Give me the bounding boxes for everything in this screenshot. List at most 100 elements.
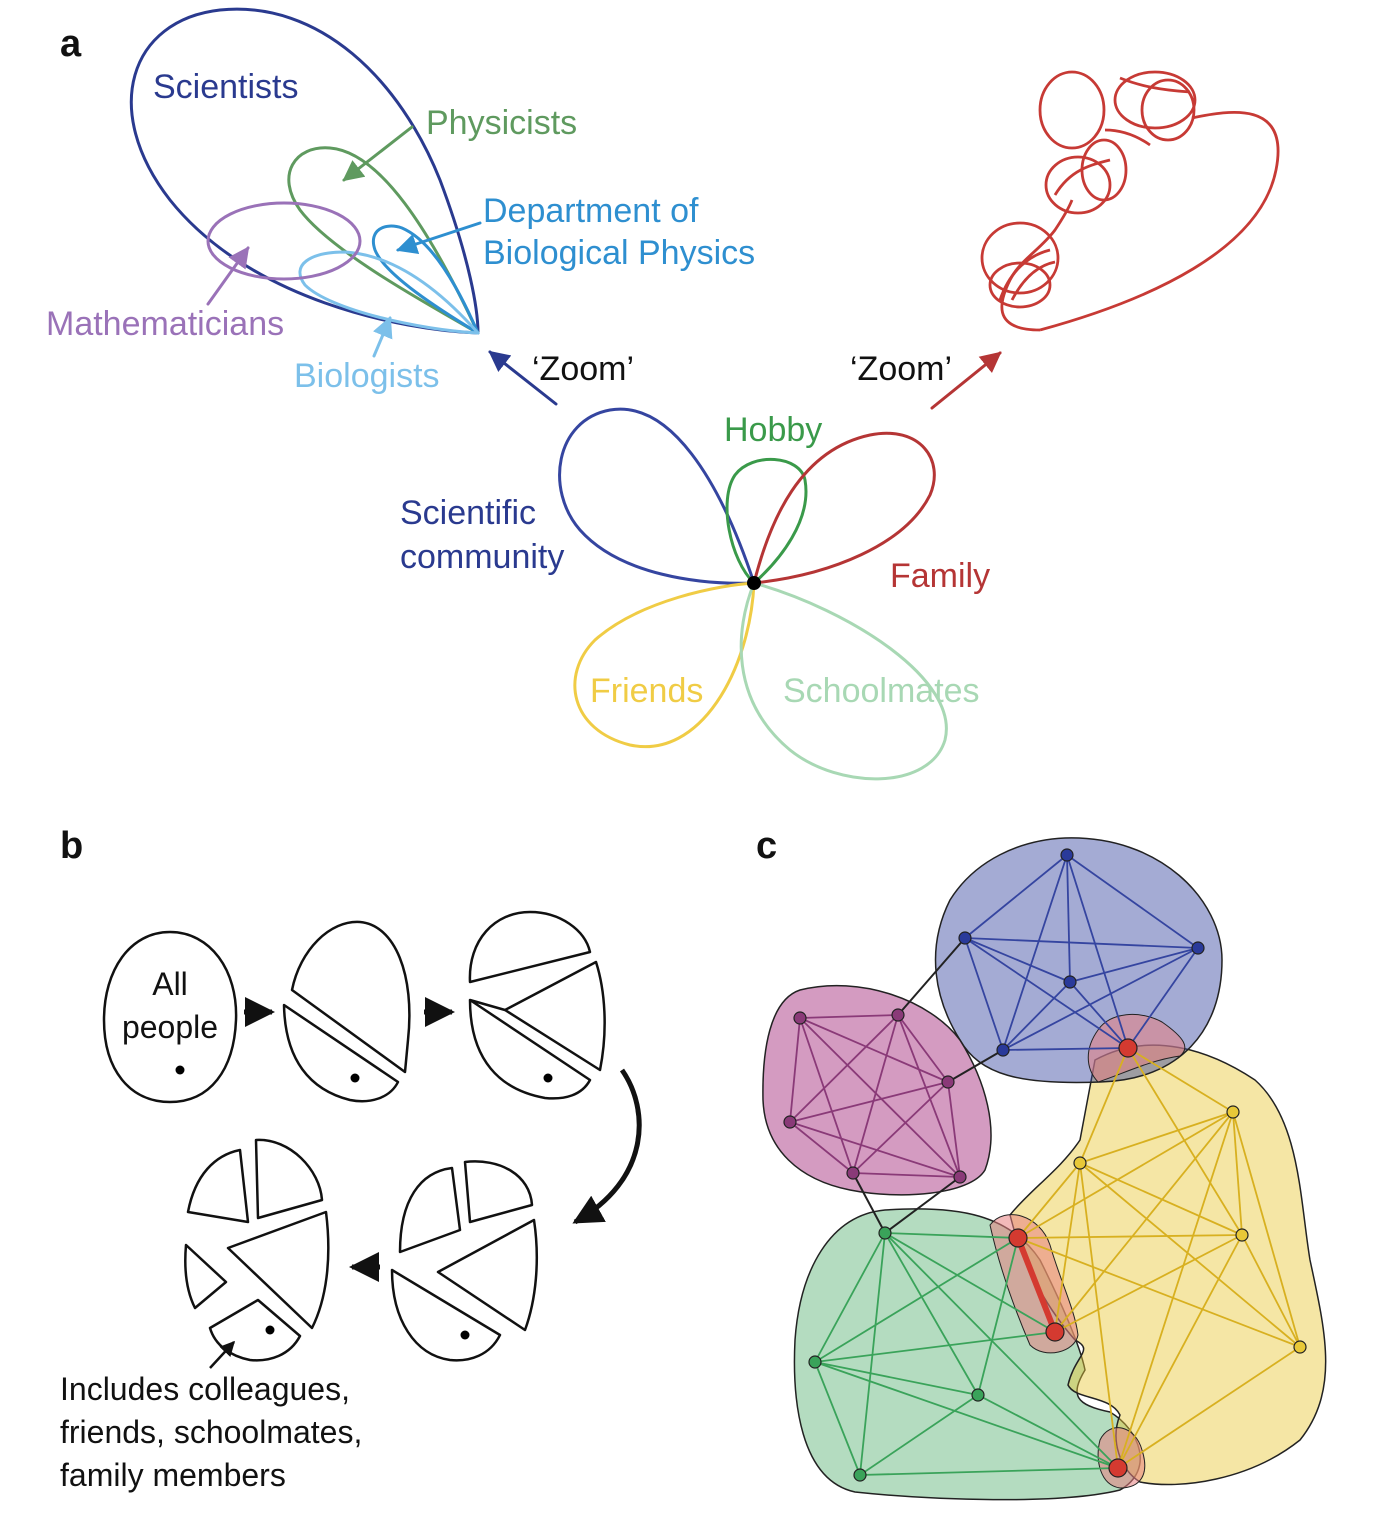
purple-node	[793, 1011, 807, 1025]
yellow-edge	[1117, 1346, 1301, 1469]
yellow-node	[1293, 1340, 1307, 1354]
yellow-edge	[1232, 1111, 1243, 1236]
stage-3	[468, 910, 606, 1100]
hobby-petal	[725, 457, 808, 585]
purple-edge	[789, 1017, 801, 1123]
overlap-node	[1045, 1322, 1065, 1342]
stage-5-top-left	[186, 1148, 250, 1224]
stage-5-left	[184, 1243, 228, 1310]
green-edge	[884, 1232, 1056, 1333]
yellow-edge	[1127, 1047, 1234, 1113]
panel-c: c	[756, 825, 1327, 1501]
stage-2-lower	[282, 1003, 400, 1103]
caption-line1: Includes colleagues,	[60, 1371, 350, 1407]
purple-edge	[799, 1017, 949, 1083]
purple-edge	[897, 1014, 961, 1178]
hobby-label: Hobby	[724, 411, 822, 449]
stage-3-right	[503, 960, 606, 1072]
green-edge	[859, 1467, 1119, 1476]
blue-edge	[964, 854, 1068, 939]
panel-a: a Scientists Physicists Department of Bi…	[46, 7, 1280, 781]
family-blob-2	[1044, 155, 1112, 215]
person-dot-4	[460, 1330, 470, 1340]
biologists-label: Biologists	[294, 357, 440, 395]
yellow-edge	[1079, 1162, 1301, 1348]
network-edges	[789, 854, 1301, 1476]
family-blob-1-inner2	[1010, 260, 1056, 301]
purple-edge	[852, 1014, 899, 1174]
green-edge	[977, 1394, 1119, 1469]
network-nodes	[783, 848, 1307, 1482]
family-blob-4b	[1140, 78, 1196, 142]
person-dot-5	[265, 1325, 275, 1335]
purple-edge	[799, 1017, 961, 1178]
panel-a-label: a	[60, 23, 82, 65]
overlap-edge	[1015, 1236, 1058, 1334]
stage-4-top-right	[463, 1160, 534, 1224]
stage-4-right	[436, 1218, 538, 1332]
blue-edge	[964, 937, 1199, 949]
blue-node	[1060, 848, 1074, 862]
center-person-dot	[747, 576, 761, 590]
stage-3-lower	[468, 998, 592, 1100]
green-edge	[814, 1232, 886, 1363]
yellow-edge	[1054, 1162, 1081, 1333]
blue-node	[958, 931, 972, 945]
bridge-edge	[884, 1176, 961, 1234]
overlap-node	[1108, 1458, 1128, 1478]
yellow-edge	[1079, 1111, 1234, 1164]
blue-node	[1063, 975, 1077, 989]
family-blob-1b	[988, 261, 1052, 309]
schoolmates-petal	[739, 581, 948, 781]
yellow-node	[1073, 1156, 1087, 1170]
purple-edge	[852, 1081, 949, 1174]
family-label: Family	[890, 557, 990, 595]
overlap-node	[1118, 1038, 1138, 1058]
blue-edge	[1002, 854, 1068, 1051]
green-edge	[977, 1237, 1019, 1396]
yellow-edge	[1241, 1234, 1301, 1348]
green-node	[971, 1388, 985, 1402]
green-edge	[814, 1237, 1019, 1363]
blue-edge	[1066, 854, 1071, 983]
caption-arrow	[209, 1340, 236, 1369]
bridge-edge	[852, 1172, 886, 1234]
stage-5-right	[226, 1210, 330, 1330]
yellow-edge	[1117, 1234, 1243, 1469]
purple-edge	[852, 1172, 961, 1178]
stage-5-bottom	[208, 1298, 302, 1362]
blue-node	[1191, 941, 1205, 955]
purple-node	[846, 1166, 860, 1180]
blue-edge	[964, 937, 1129, 1049]
caption-line3: family members	[60, 1457, 286, 1493]
yellow-edge	[1079, 1162, 1243, 1236]
zoom-left-arrow	[488, 350, 558, 406]
green-node	[878, 1226, 892, 1240]
friends-petal	[573, 581, 756, 749]
family-blob-1	[980, 221, 1060, 295]
physicists-loop	[287, 146, 480, 335]
family-blob-2-inner	[1053, 158, 1111, 196]
mathematicians-ellipse	[206, 201, 362, 281]
panel-c-label: c	[756, 825, 777, 867]
yellow-node	[1226, 1105, 1240, 1119]
department-label-line2: Biological Physics	[483, 234, 755, 272]
green-edge	[884, 1232, 979, 1396]
green-edge	[814, 1361, 1119, 1469]
panel-b: b All people	[60, 825, 642, 1493]
zoom-left-label: ‘Zoom’	[532, 350, 634, 388]
blue-edge	[1002, 947, 1199, 1051]
overlap-node	[1008, 1228, 1028, 1248]
scientists-loop	[129, 7, 480, 335]
schoolmates-label: Schoolmates	[783, 672, 980, 710]
family-zoom-structure	[980, 70, 1280, 332]
scientific-label-line2: community	[400, 538, 564, 576]
person-dot-1	[175, 1065, 185, 1075]
purple-edge	[789, 1121, 854, 1174]
zoom-right-arrow	[930, 351, 1002, 410]
person-dot-2	[350, 1073, 360, 1083]
stage-2	[282, 920, 411, 1103]
stage-2-upper	[290, 920, 411, 1074]
blue-node	[996, 1043, 1010, 1057]
